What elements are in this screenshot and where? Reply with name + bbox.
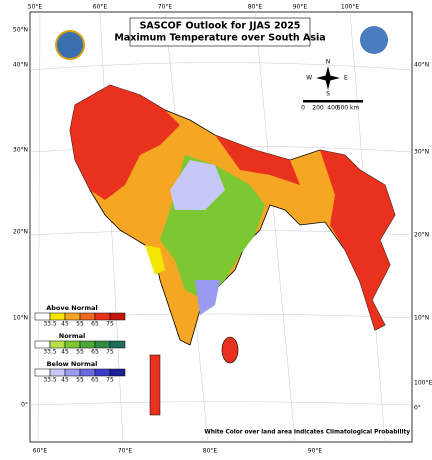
right-label: 100°E <box>414 380 432 387</box>
left-label: 50°N <box>13 27 28 34</box>
legend-swatch <box>49 340 66 349</box>
legend-tick: 75 <box>106 377 114 384</box>
legend-title: Below Normal <box>47 360 98 368</box>
bottom-label: 80°E <box>203 448 218 455</box>
legend-swatch <box>94 368 111 377</box>
bottom-label: 70°E <box>118 448 133 455</box>
legend-tick: 55 <box>76 321 84 328</box>
legend-swatch <box>109 368 126 377</box>
compass-n: N <box>326 59 331 66</box>
bottom-label: 60°E <box>33 448 48 455</box>
legend-swatch <box>94 340 111 349</box>
legend-tick: 65 <box>91 377 99 384</box>
legend-swatch <box>64 368 81 377</box>
compass-s: S <box>326 91 330 98</box>
legend-tick: 65 <box>91 349 99 356</box>
title: SASCOF Outlook for JJAS 2025 <box>140 21 301 32</box>
right-label: 30°N <box>414 149 429 156</box>
wmo-logo <box>360 26 388 54</box>
legend-swatch <box>79 340 96 349</box>
right-label: 10°N <box>414 315 429 322</box>
bottom-label: 90°E <box>308 448 323 455</box>
legend-swatch <box>49 368 66 377</box>
legend-swatch <box>79 312 96 321</box>
top-label: 60°E <box>93 4 108 11</box>
subtitle: Maximum Temperature over South Asia <box>114 33 325 44</box>
top-label: 50°E <box>28 4 43 11</box>
land <box>69 84 396 416</box>
scale-label: 400 <box>327 105 339 112</box>
legend-swatch <box>109 312 126 321</box>
legend-tick: 65 <box>91 321 99 328</box>
legend-swatch <box>34 340 51 349</box>
legend-swatch <box>34 368 51 377</box>
legend-tick: 55 <box>76 349 84 356</box>
legend-tick: 45 <box>61 321 69 328</box>
left-label: 10°N <box>13 315 28 322</box>
legend-tick: 33.5 <box>43 377 57 384</box>
scale-label: 200 <box>312 105 324 112</box>
right-label: 40°N <box>414 62 429 69</box>
legend-tick: 45 <box>61 377 69 384</box>
top-label: 80°E <box>248 4 263 11</box>
right-label: 20°N <box>414 232 429 239</box>
legend-swatch <box>49 312 66 321</box>
legend-tick: 55 <box>76 377 84 384</box>
legend-swatch <box>109 340 126 349</box>
title-box <box>129 17 311 47</box>
legend-swatch <box>94 312 111 321</box>
scale-label: 0 <box>301 105 305 112</box>
left-label: 30°N <box>13 147 28 154</box>
compass-w: W <box>306 75 312 82</box>
scale-label: 600 km <box>337 105 360 112</box>
left-label: 20°N <box>13 229 28 236</box>
legend-swatch <box>34 312 51 321</box>
legend-tick: 33.5 <box>43 321 57 328</box>
left-label: 40°N <box>13 62 28 69</box>
legend-tick: 75 <box>106 349 114 356</box>
legend-tick: 75 <box>106 321 114 328</box>
top-label: 100°E <box>341 4 359 11</box>
footnote: White Color over land area indicates Cli… <box>204 430 410 436</box>
legend-tick: 45 <box>61 349 69 356</box>
top-label: 90°E <box>293 4 308 11</box>
legend-swatch <box>64 312 81 321</box>
legend-title: Above Normal <box>46 304 98 312</box>
legend-swatch <box>64 340 81 349</box>
legend-title: Normal <box>59 332 86 340</box>
legend-swatch <box>79 368 96 377</box>
left-label: 0° <box>21 402 28 409</box>
compass <box>316 66 340 90</box>
top-label: 70°E <box>158 4 173 11</box>
right-label: 0° <box>414 405 421 412</box>
scale-bar <box>303 100 363 103</box>
legend-tick: 33.5 <box>43 349 57 356</box>
imd-logo <box>55 30 85 60</box>
compass-e: E <box>344 75 348 82</box>
